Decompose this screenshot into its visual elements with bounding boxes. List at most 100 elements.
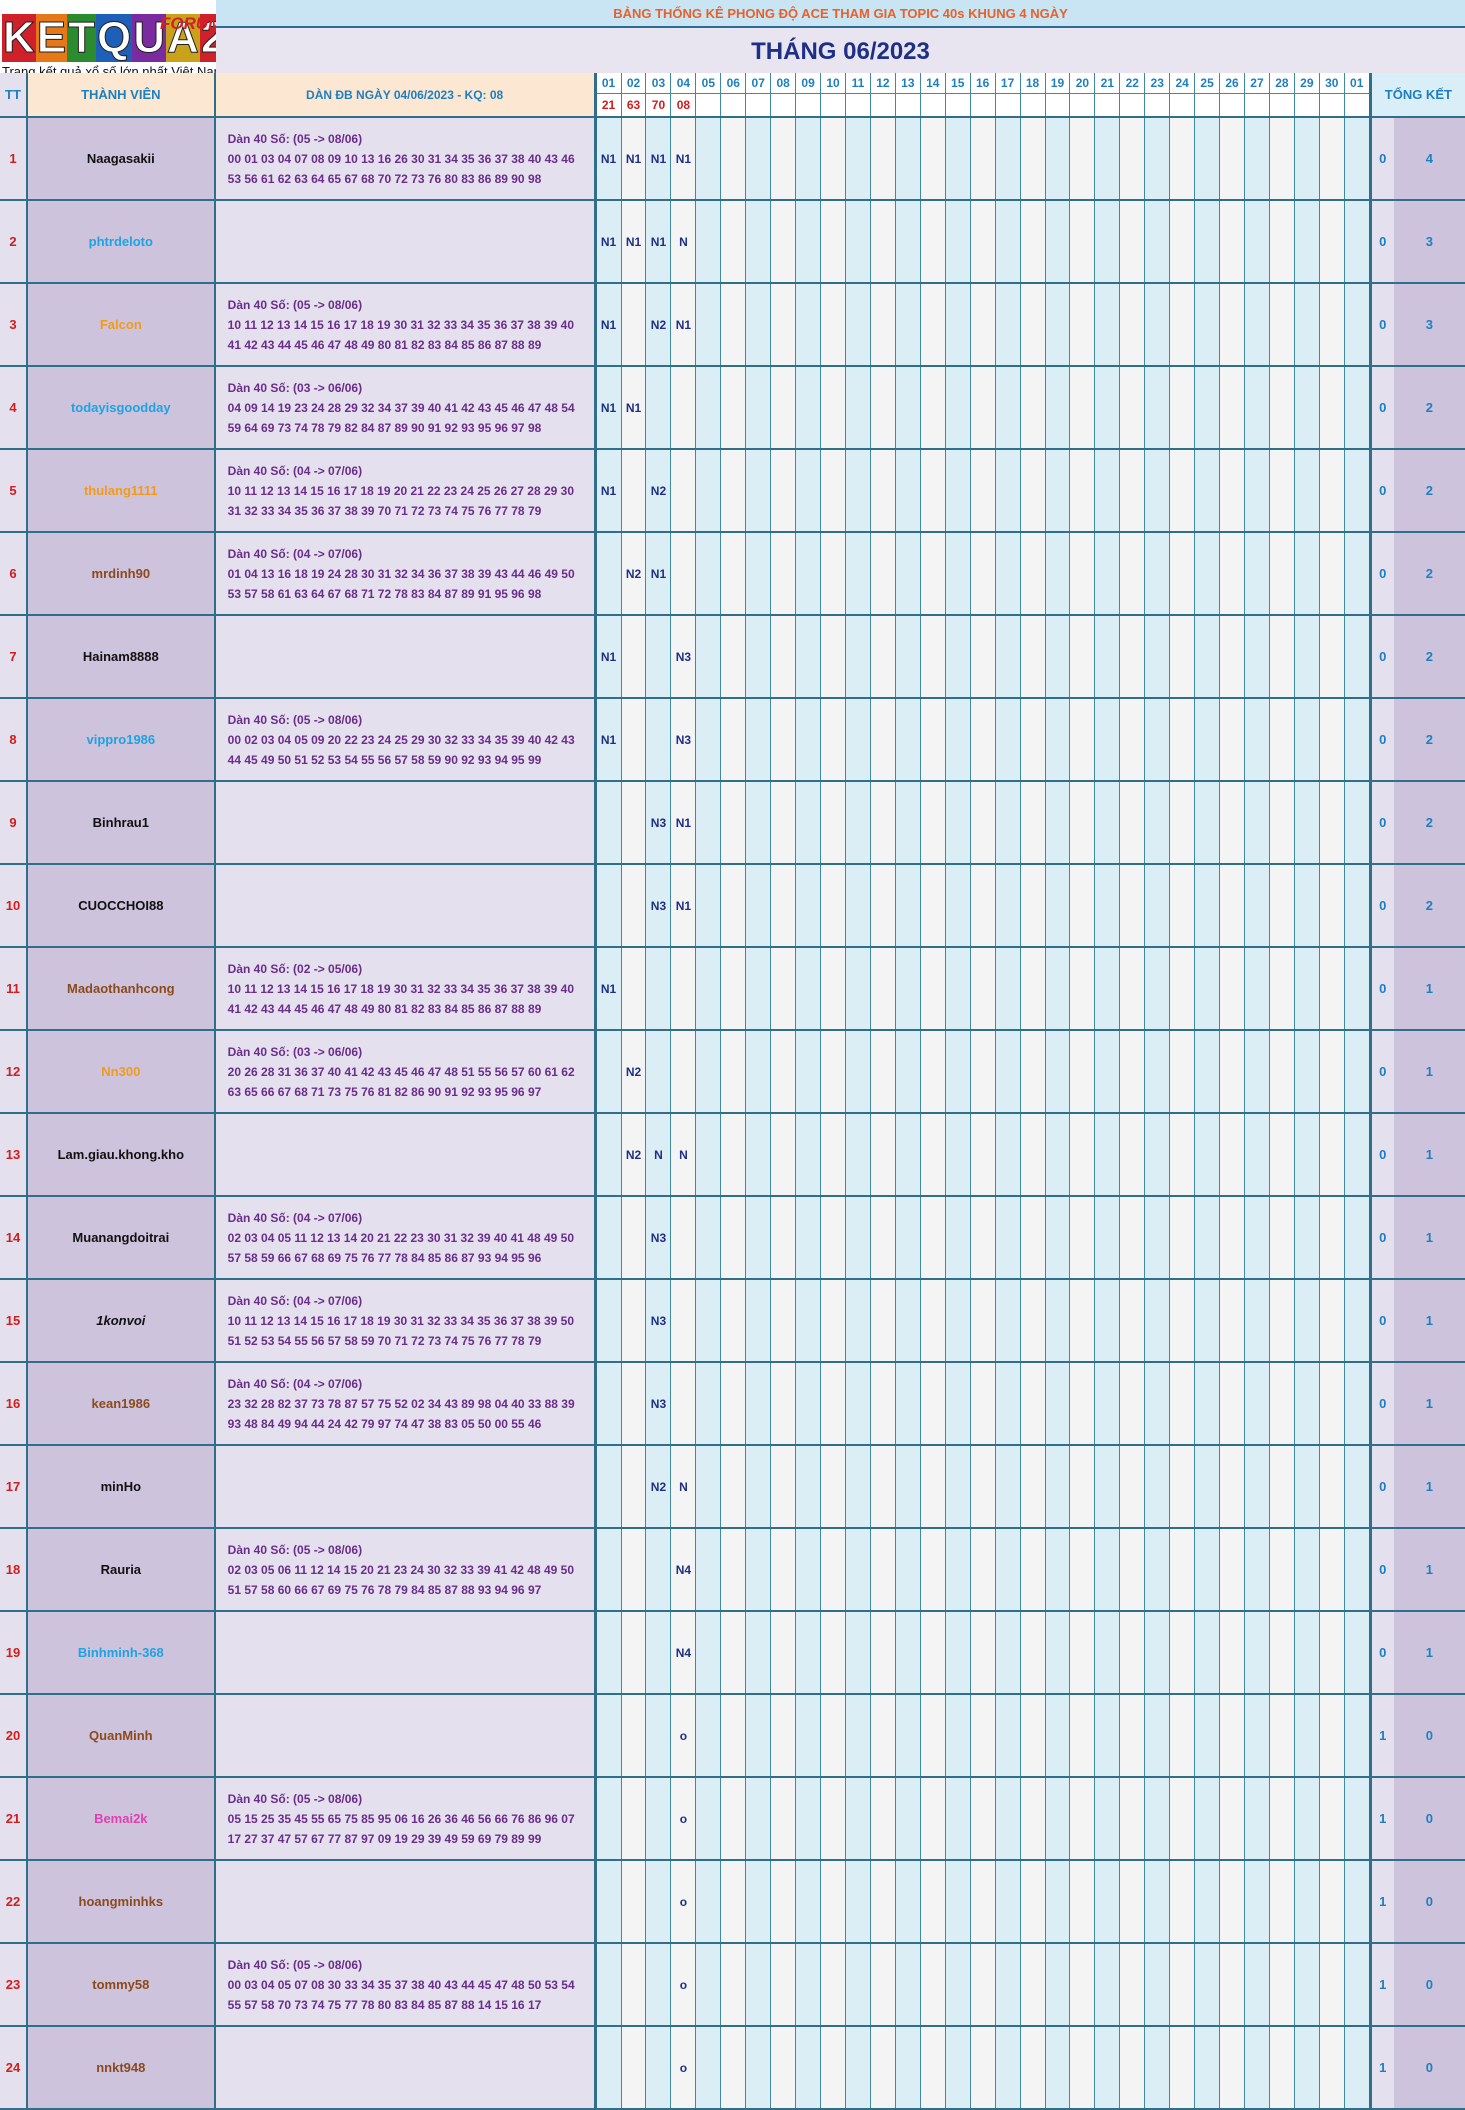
day-mark — [1045, 947, 1071, 1031]
day-mark — [695, 366, 722, 450]
header-member: THÀNH VIÊN — [25, 73, 216, 118]
header-day: 04 — [670, 73, 697, 94]
day-mark — [820, 1528, 847, 1612]
day-mark — [1069, 449, 1096, 533]
day-mark: N1 — [595, 283, 622, 367]
header-result — [1319, 93, 1345, 118]
day-mark: N3 — [670, 615, 697, 699]
member-name[interactable]: tommy58 — [25, 1943, 216, 2027]
day-mark — [595, 864, 622, 948]
day-mark — [870, 1694, 896, 1778]
day-mark — [1069, 947, 1096, 1031]
day-mark — [770, 2026, 797, 2110]
day-mark — [945, 1528, 971, 1612]
day-mark — [845, 947, 871, 1031]
member-name[interactable]: Binhrau1 — [25, 781, 216, 865]
day-mark — [621, 1279, 647, 1363]
member-name[interactable]: Muanangdoitrai — [25, 1196, 216, 1280]
member-name[interactable]: nnkt948 — [25, 2026, 216, 2110]
member-name[interactable]: Naagasakii — [25, 117, 216, 201]
day-mark — [945, 1362, 971, 1446]
row-number: 3 — [0, 283, 27, 367]
member-name[interactable]: Madaothanhcong — [25, 947, 216, 1031]
day-mark — [1144, 1362, 1171, 1446]
member-name[interactable]: mrdinh90 — [25, 532, 216, 616]
day-mark — [945, 1445, 971, 1529]
day-mark — [621, 449, 647, 533]
day-mark — [820, 117, 847, 201]
day-mark — [795, 2026, 822, 2110]
member-name[interactable]: todayisgoodday — [25, 366, 216, 450]
member-name[interactable]: Binhminh-368 — [25, 1611, 216, 1695]
day-mark — [720, 1860, 747, 1944]
header-result — [1069, 93, 1096, 118]
day-mark — [745, 1611, 772, 1695]
member-name[interactable]: Lam.giau.khong.kho — [25, 1113, 216, 1197]
day-mark: N2 — [645, 449, 672, 533]
day-mark — [820, 615, 847, 699]
day-mark — [1094, 1694, 1121, 1778]
day-mark — [1119, 1030, 1146, 1114]
member-row: 18 Rauria Dàn 40 Số: (05 -> 08/06) 02 03 05… — [0, 1528, 1465, 1612]
day-mark — [945, 1694, 971, 1778]
day-mark — [1219, 947, 1246, 1031]
day-mark — [845, 1113, 871, 1197]
day-mark — [1169, 1445, 1196, 1529]
day-mark — [895, 1030, 921, 1114]
day-mark — [820, 1694, 847, 1778]
member-name[interactable]: Hainam8888 — [25, 615, 216, 699]
member-name[interactable]: phtrdeloto — [25, 200, 216, 284]
day-mark — [795, 200, 822, 284]
day-mark — [795, 864, 822, 948]
member-name[interactable]: vippro1986 — [25, 698, 216, 782]
day-mark — [1244, 117, 1270, 201]
day-mark — [995, 449, 1021, 533]
total-miss: 1 — [1370, 1860, 1394, 1944]
dan-line: 51 52 53 54 55 56 57 58 59 70 71 72 73 7… — [227, 1333, 542, 1348]
day-mark — [1344, 615, 1372, 699]
day-mark — [720, 532, 747, 616]
day-mark — [895, 1943, 921, 2027]
day-mark — [870, 1113, 896, 1197]
day-mark — [745, 1694, 772, 1778]
member-name[interactable]: kean1986 — [25, 1362, 216, 1446]
member-name[interactable]: Nn300 — [25, 1030, 216, 1114]
day-mark — [870, 1860, 896, 1944]
day-mark — [1194, 1611, 1221, 1695]
member-name[interactable]: 1konvoi — [25, 1279, 216, 1363]
day-mark — [1069, 1694, 1096, 1778]
day-mark — [1194, 698, 1221, 782]
member-name[interactable]: minHo — [25, 1445, 216, 1529]
dan-line: Dàn 40 Số: (05 -> 08/06) — [227, 712, 363, 727]
day-mark — [720, 615, 747, 699]
day-mark — [845, 1943, 871, 2027]
day-mark — [895, 449, 921, 533]
day-mark — [795, 615, 822, 699]
member-name[interactable]: QuanMinh — [25, 1694, 216, 1778]
day-mark — [1069, 1279, 1096, 1363]
member-name[interactable]: hoangminhks — [25, 1860, 216, 1944]
day-mark — [1045, 1279, 1071, 1363]
day-mark — [1144, 2026, 1171, 2110]
member-name[interactable]: Bemai2k — [25, 1777, 216, 1861]
day-mark — [621, 1777, 647, 1861]
member-row: 9 Binhrau1 N3 N1 0 2 — [0, 781, 1465, 865]
day-mark — [1069, 781, 1096, 865]
day-mark — [920, 947, 946, 1031]
member-name[interactable]: Falcon — [25, 283, 216, 367]
day-mark — [1269, 1943, 1295, 2027]
dan-line: 53 56 61 62 63 64 65 67 68 70 72 73 76 8… — [227, 171, 542, 186]
member-name[interactable]: Rauria — [25, 1528, 216, 1612]
day-mark — [745, 1528, 772, 1612]
member-name[interactable]: thulang1111 — [25, 449, 216, 533]
day-mark — [945, 698, 971, 782]
member-name[interactable]: CUOCCHOI88 — [25, 864, 216, 948]
header-result — [1045, 93, 1071, 118]
day-mark — [1094, 1611, 1121, 1695]
day-mark — [795, 1362, 822, 1446]
day-mark — [1244, 864, 1270, 948]
day-mark — [1319, 1196, 1345, 1280]
day-mark — [920, 1030, 946, 1114]
day-mark — [1020, 200, 1046, 284]
